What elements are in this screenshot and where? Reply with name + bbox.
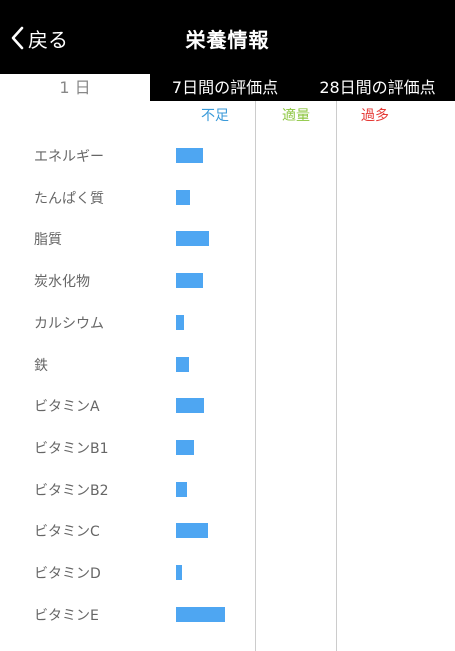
nutrient-row: カルシウム — [0, 302, 455, 344]
back-label: 戻る — [28, 27, 68, 52]
nutrient-row: 炭水化物 — [0, 260, 455, 302]
nutrient-label: ビタミンD — [34, 566, 101, 582]
nutrient-label: 鉄 — [34, 357, 48, 374]
nutrient-list: エネルギーたんぱく質脂質炭水化物カルシウム鉄ビタミンA ビタミンB1 ビタミンB2 ビ… — [0, 101, 455, 651]
nutrient-row: 脂質 — [0, 218, 455, 260]
chevron-left-icon — [10, 26, 24, 50]
nutrient-label: エネルギー — [34, 149, 104, 165]
nutrient-level-bar — [176, 439, 194, 455]
tab-28-days[interactable]: 28日間の評価点 — [319, 78, 436, 97]
nutrient-level-bar — [176, 273, 203, 289]
nutrient-chart: 不足 適量 過多 エネルギーたんぱく質脂質炭水化物カルシウム鉄ビタミンA ビタミン… — [0, 101, 455, 651]
column-header-excess: 過多 — [361, 108, 389, 124]
navigation-bar: 戻る 栄養情報 — [0, 0, 455, 74]
nutrient-level-bar — [176, 606, 225, 622]
page-title: 栄養情報 — [185, 28, 270, 52]
column-divider-adequate — [255, 101, 256, 651]
nutrient-level-bar — [176, 398, 204, 414]
nutrient-level-bar — [176, 231, 209, 247]
tab-7-days[interactable]: 7日間の評価点 — [171, 78, 279, 97]
nutrient-label: ビタミンB2 — [34, 482, 109, 499]
column-divider-excess — [336, 101, 337, 651]
nutrient-level-bar — [176, 523, 208, 539]
nutrient-label: 脂質 — [34, 232, 62, 249]
nutrient-level-bar — [176, 148, 203, 163]
nutrient-level-bar — [176, 481, 187, 497]
nutrient-level-bar — [176, 189, 190, 205]
nutrient-label: 炭水化物 — [34, 274, 90, 291]
nutrient-row: ビタミンB2 — [0, 469, 455, 511]
nutrient-label: ビタミンC — [34, 524, 100, 541]
nutrient-level-bar — [176, 565, 182, 580]
column-header-deficient: 不足 — [201, 108, 229, 124]
nutrient-label: カルシウム — [34, 315, 104, 332]
nutrient-row: ビタミンA — [0, 385, 455, 427]
nutrient-level-bar — [176, 314, 184, 330]
back-button[interactable]: 戻る — [10, 22, 68, 54]
tab-1-day[interactable]: 1 日 — [0, 74, 150, 101]
nutrient-label: ビタミンA — [34, 399, 100, 416]
nutrient-row: ビタミンE — [0, 594, 455, 636]
nutrient-row: ビタミンD — [0, 552, 455, 594]
nutrient-label: たんぱく質 — [34, 190, 104, 207]
nutrient-row: ビタミンC — [0, 510, 455, 552]
period-tabs: 1 日 7日間の評価点 28日間の評価点 — [0, 74, 455, 101]
nutrient-label: ビタミンB1 — [34, 440, 109, 457]
column-header-adequate: 適量 — [282, 108, 310, 124]
nutrient-level-bar — [176, 356, 189, 372]
nutrient-row: たんぱく質 — [0, 177, 455, 219]
nutrient-row: エネルギー — [0, 135, 455, 177]
nutrient-label: ビタミンE — [34, 607, 99, 624]
nutrient-row: 鉄 — [0, 344, 455, 386]
nutrient-row: ビタミンB1 — [0, 427, 455, 469]
